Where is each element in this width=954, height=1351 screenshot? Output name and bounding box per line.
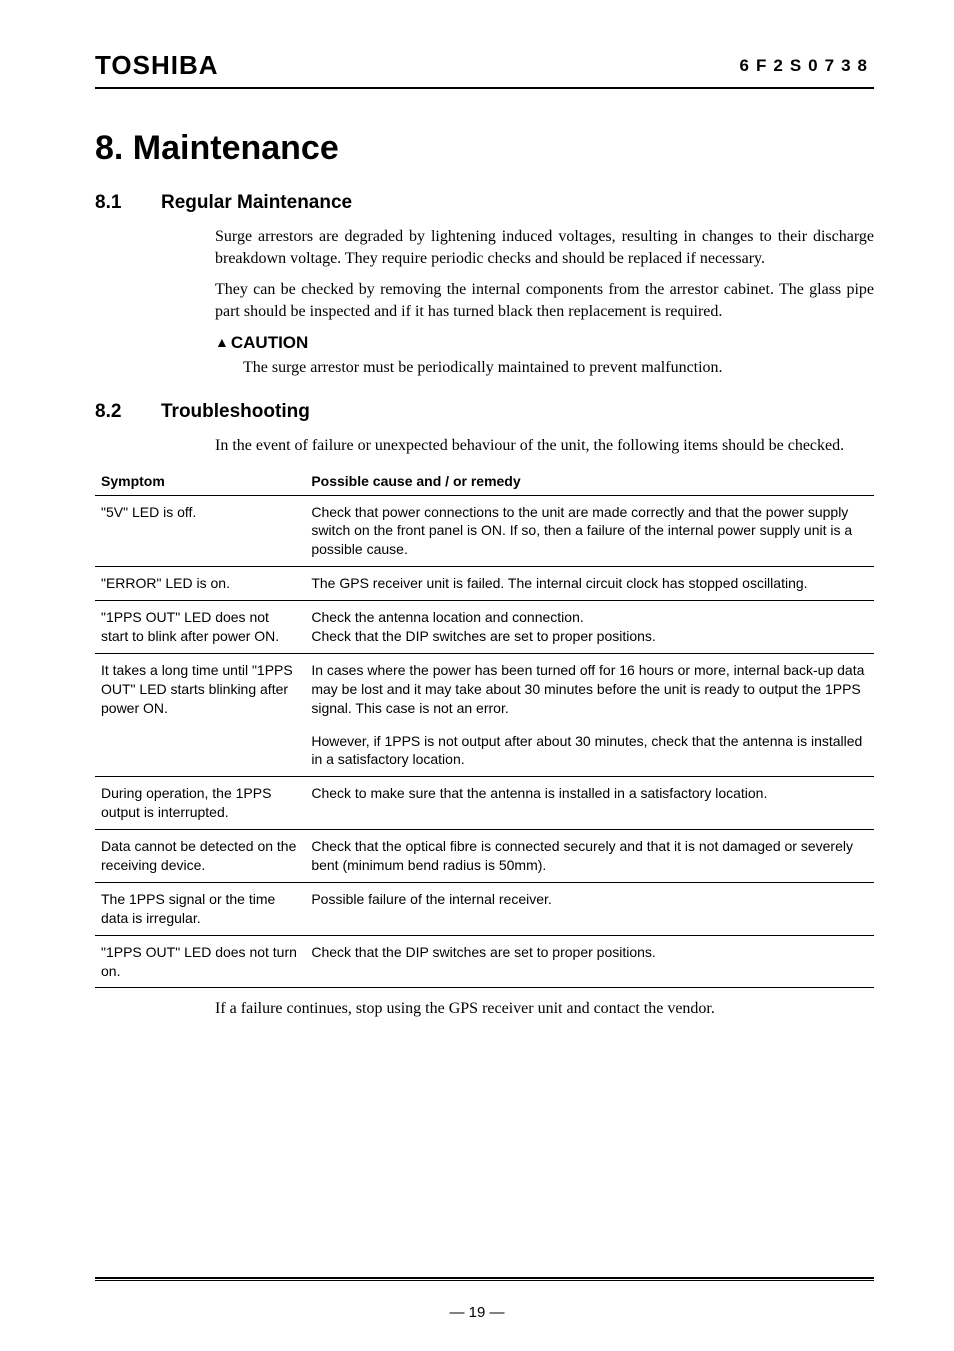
table-row: It takes a long time until "1PPS OUT" LE… xyxy=(95,653,874,776)
cell-remedy: Check that the optical fibre is connecte… xyxy=(305,830,874,883)
section-title: Regular Maintenance xyxy=(161,192,352,214)
footer-rule xyxy=(95,1277,874,1281)
column-header-symptom: Symptom xyxy=(95,467,305,496)
cell-symptom: The 1PPS signal or the time data is irre… xyxy=(95,882,305,935)
logo: TOSHIBA xyxy=(95,50,219,81)
cell-symptom: "1PPS OUT" LED does not turn on. xyxy=(95,935,305,988)
page-header: TOSHIBA 6F2S0738 xyxy=(95,50,874,89)
troubleshooting-table: Symptom Possible cause and / or remedy "… xyxy=(95,467,874,989)
cell-remedy: The GPS receiver unit is failed. The int… xyxy=(305,567,874,601)
table-row: During operation, the 1PPS output is int… xyxy=(95,777,874,830)
caution-text: The surge arrestor must be periodically … xyxy=(243,357,874,379)
doc-code: 6F2S0738 xyxy=(740,56,874,76)
caution-heading: ▲CAUTION xyxy=(215,332,874,355)
section-number: 8.2 xyxy=(95,401,135,423)
cell-symptom: "ERROR" LED is on. xyxy=(95,567,305,601)
cell-remedy: Check to make sure that the antenna is i… xyxy=(305,777,874,830)
paragraph: Surge arrestors are degraded by lighteni… xyxy=(215,226,874,269)
section-8-2-body: In the event of failure or unexpected be… xyxy=(215,435,874,457)
section-8-1-body: Surge arrestors are degraded by lighteni… xyxy=(215,226,874,379)
section-title: Troubleshooting xyxy=(161,401,310,423)
cell-remedy: Check that power connections to the unit… xyxy=(305,495,874,567)
cell-remedy: Check the antenna location and connectio… xyxy=(305,601,874,654)
cell-remedy: In cases where the power has been turned… xyxy=(305,653,874,776)
cell-symptom: It takes a long time until "1PPS OUT" LE… xyxy=(95,653,305,776)
closing-paragraph: If a failure continues, stop using the G… xyxy=(215,1000,874,1018)
cell-remedy-para1: In cases where the power has been turned… xyxy=(311,662,864,716)
caution-label: CAUTION xyxy=(231,333,308,352)
table-row: The 1PPS signal or the time data is irre… xyxy=(95,882,874,935)
table-row: "1PPS OUT" LED does not start to blink a… xyxy=(95,601,874,654)
cell-remedy: Check that the DIP switches are set to p… xyxy=(305,935,874,988)
cell-symptom: Data cannot be detected on the receiving… xyxy=(95,830,305,883)
table-row: "ERROR" LED is on. The GPS receiver unit… xyxy=(95,567,874,601)
chapter-title: 8. Maintenance xyxy=(95,129,874,168)
cell-symptom: "5V" LED is off. xyxy=(95,495,305,567)
section-heading-8-2: 8.2 Troubleshooting xyxy=(95,401,874,423)
paragraph: In the event of failure or unexpected be… xyxy=(215,435,874,457)
page-number: — 19 — xyxy=(0,1304,954,1321)
table-row: "5V" LED is off. Check that power connec… xyxy=(95,495,874,567)
cell-remedy-para2: However, if 1PPS is not output after abo… xyxy=(311,726,868,770)
cell-remedy: Possible failure of the internal receive… xyxy=(305,882,874,935)
section-number: 8.1 xyxy=(95,192,135,214)
warning-icon: ▲ xyxy=(215,333,229,352)
cell-symptom: During operation, the 1PPS output is int… xyxy=(95,777,305,830)
paragraph: They can be checked by removing the inte… xyxy=(215,279,874,322)
section-heading-8-1: 8.1 Regular Maintenance xyxy=(95,192,874,214)
column-header-remedy: Possible cause and / or remedy xyxy=(305,467,874,496)
cell-symptom: "1PPS OUT" LED does not start to blink a… xyxy=(95,601,305,654)
table-row: "1PPS OUT" LED does not turn on. Check t… xyxy=(95,935,874,988)
table-row: Data cannot be detected on the receiving… xyxy=(95,830,874,883)
